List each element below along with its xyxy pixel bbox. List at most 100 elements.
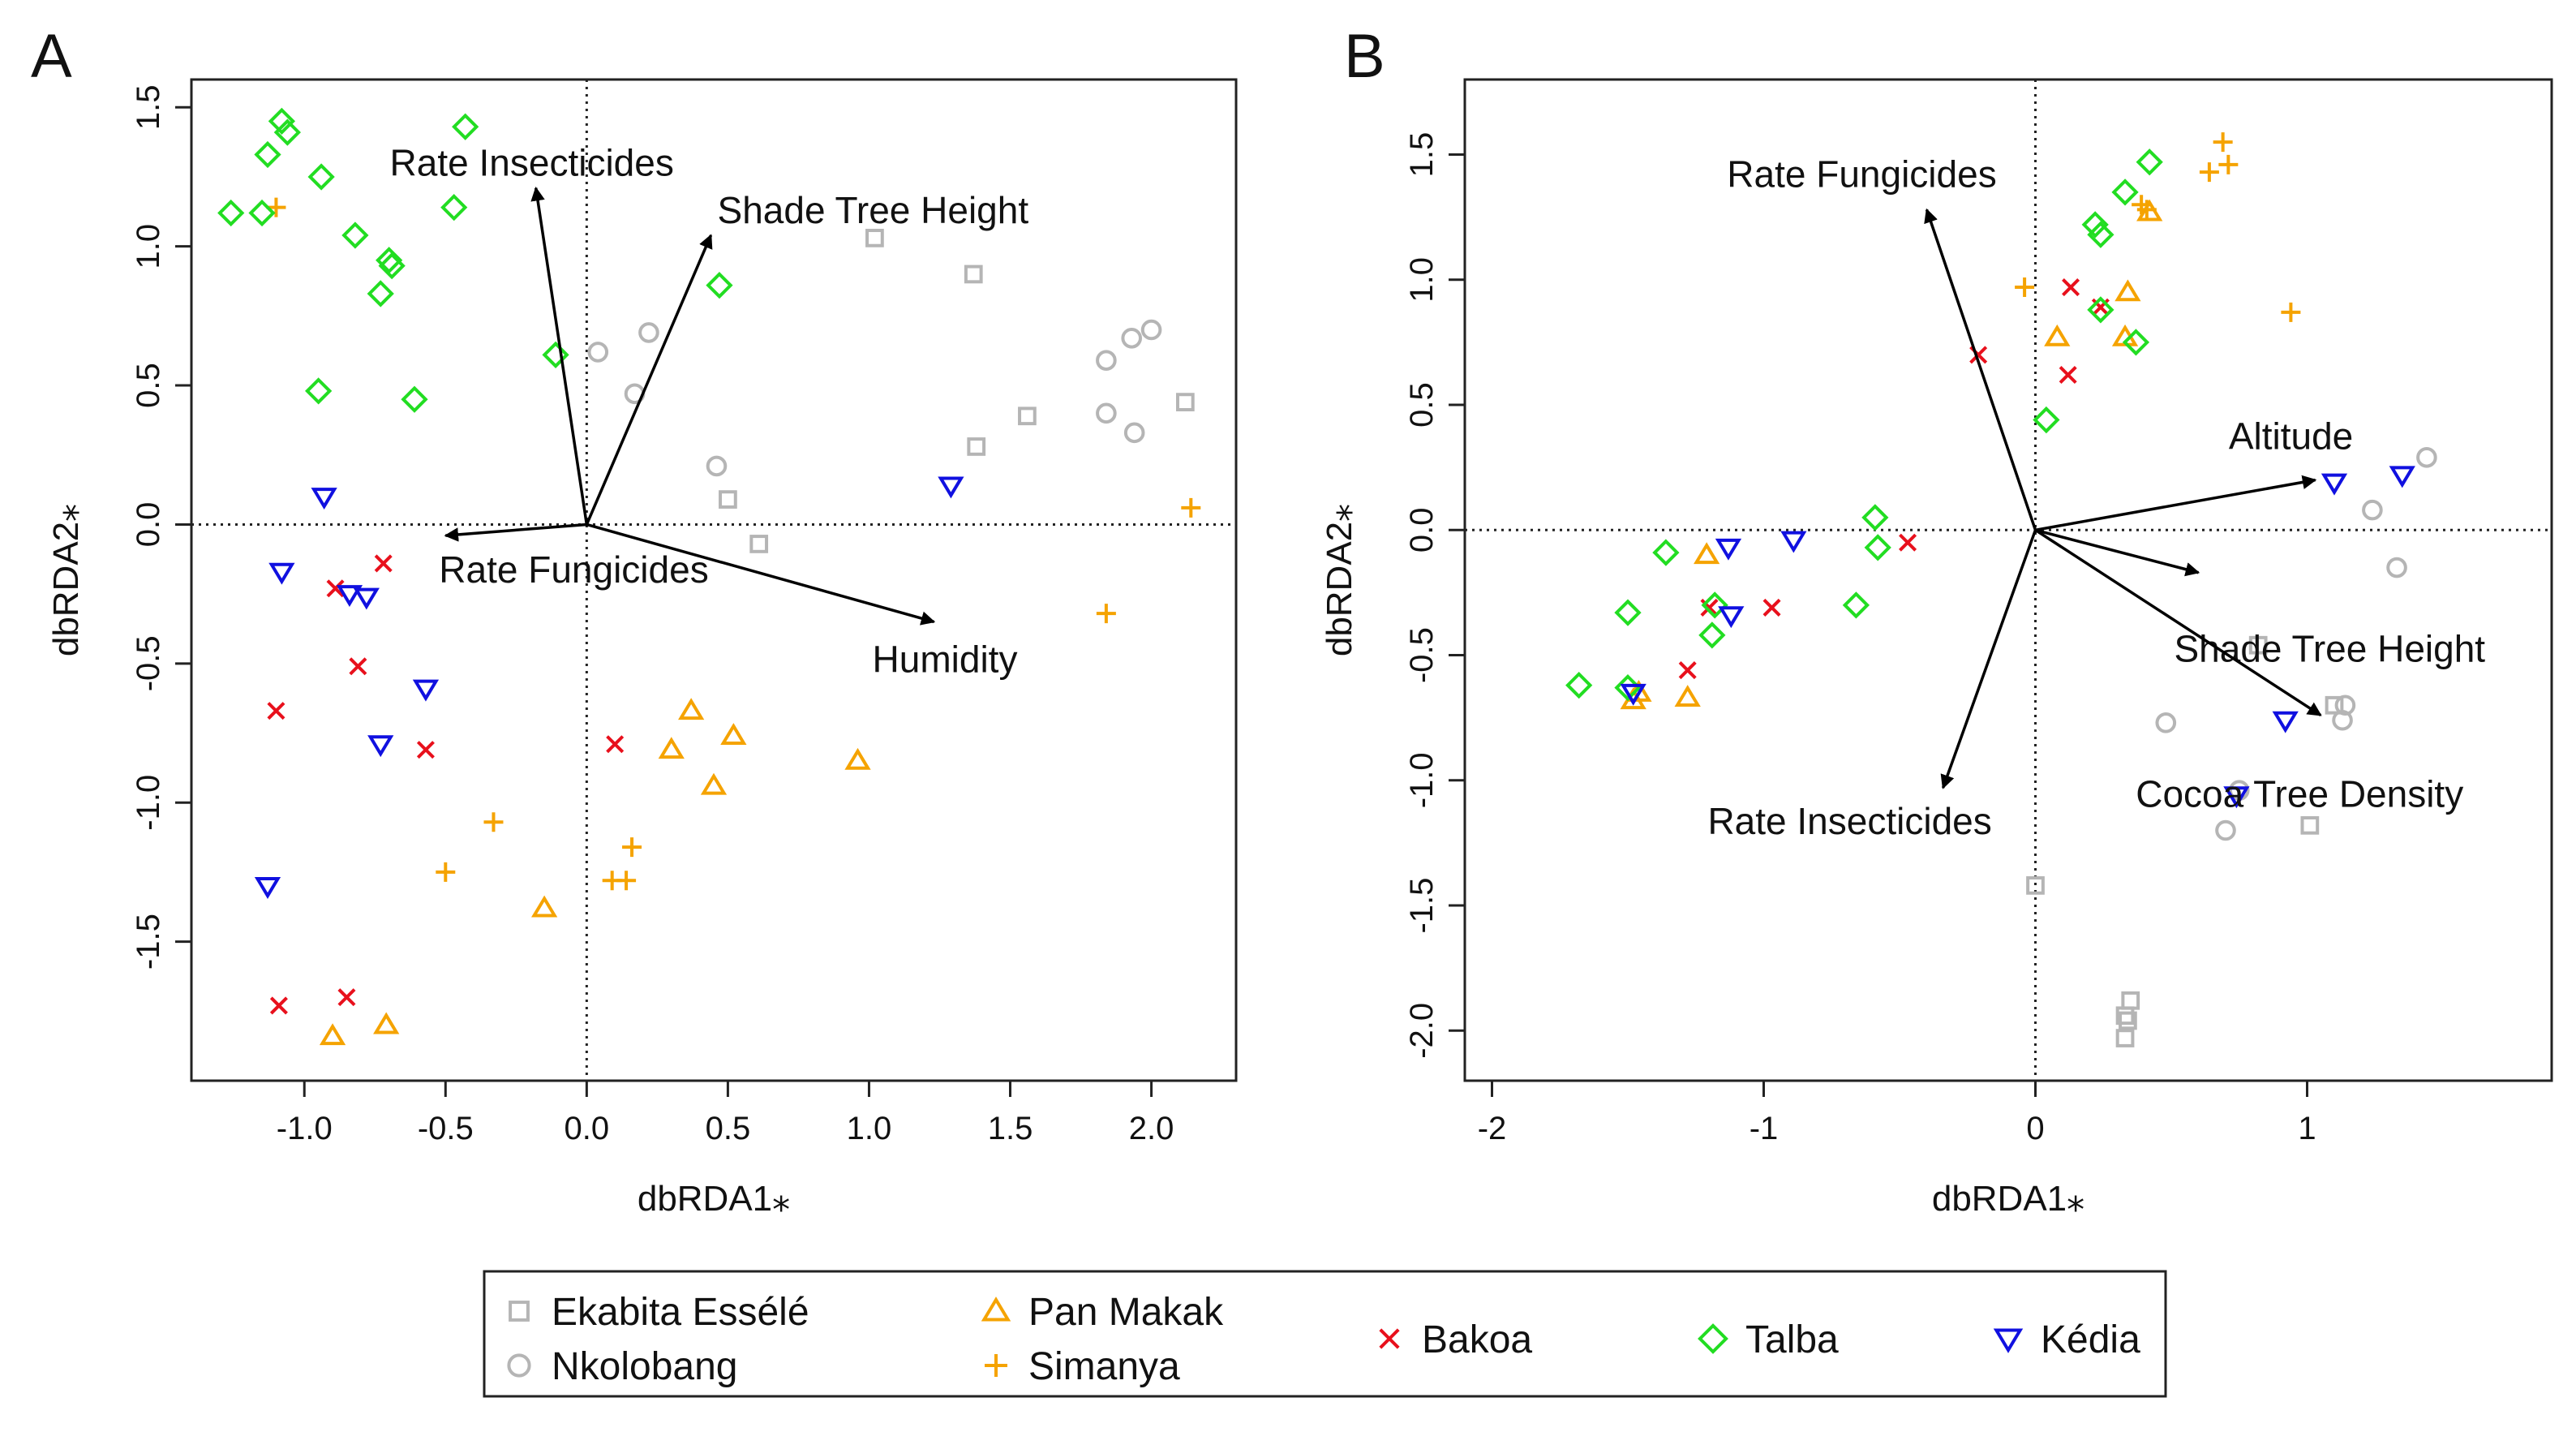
legend-label: Ekabita Essélé (552, 1291, 809, 1334)
data-point (2199, 162, 2219, 183)
series-talba (217, 107, 733, 413)
y-tick-label: -1.0 (1404, 752, 1440, 808)
x-tick-label: -0.5 (418, 1111, 474, 1146)
data-point (964, 264, 983, 284)
data-point (531, 895, 558, 918)
legend-symbol (507, 1353, 531, 1378)
data-point (367, 280, 394, 307)
data-point (2132, 195, 2152, 215)
data-point (2114, 279, 2141, 302)
y-tick-label: -2.0 (1404, 1003, 1440, 1059)
legend-label: Simanya (1028, 1345, 1180, 1388)
legend-symbol (981, 1297, 1011, 1322)
x-tick-label: 1.5 (988, 1111, 1033, 1146)
vector-label-humidity: Humidity (873, 638, 1018, 680)
x-tick-label: -2 (1478, 1111, 1507, 1146)
data-point (2062, 278, 2080, 297)
data-point (1123, 422, 1145, 444)
data-point (1181, 497, 1201, 518)
x-tick-label: 2.0 (1129, 1111, 1174, 1146)
data-point (273, 118, 301, 146)
y-tick-label: 1.0 (131, 224, 166, 269)
legend-label: Nkolobang (552, 1345, 738, 1388)
data-point (1718, 606, 1745, 629)
data-point (2044, 324, 2071, 346)
data-point (1620, 683, 1646, 706)
vector-label-rate-insecticides: Rate Insecticides (390, 142, 674, 184)
data-point (2122, 329, 2150, 356)
data-point (2115, 1029, 2135, 1047)
legend-symbol (1379, 1328, 1400, 1349)
chart-panel-a: A -1.0 -0.5 0.0 0.5 1.0 1.5 2.0 -1.5 -1.0 -0.5 0.0 0… (31, 22, 1238, 1219)
data-point (1140, 319, 1162, 341)
series-bakoa (267, 554, 625, 1015)
data-point (254, 877, 281, 899)
x-tick-label: 1 (2298, 1111, 2316, 1146)
vector-arrow-rate-fungicides (444, 522, 587, 542)
data-point (2389, 466, 2415, 488)
data-point (2015, 277, 2035, 298)
y-tick-label: -1.5 (1404, 878, 1440, 934)
data-point (269, 996, 288, 1015)
series-nkolobang (2155, 447, 2437, 841)
data-point (1565, 671, 1593, 699)
data-point (436, 862, 456, 882)
data-point (1096, 604, 1116, 624)
data-point (401, 385, 428, 413)
data-point (2215, 819, 2236, 841)
series-kedia (254, 476, 964, 899)
data-point (305, 377, 333, 405)
vector-arrow-rate-insecticides (530, 186, 589, 525)
x-tick-label: 1.0 (847, 1111, 892, 1146)
data-point (2081, 211, 2109, 239)
data-point (452, 113, 479, 140)
data-point (311, 488, 337, 510)
data-point (720, 723, 747, 745)
legend-item-ekabita-essele: Ekabita Essélé (509, 1291, 809, 1334)
data-point (2332, 709, 2353, 731)
data-point (412, 679, 440, 702)
plot-frame (1463, 78, 2553, 1082)
data-point (638, 322, 659, 343)
y-tick-label: 0.5 (131, 363, 166, 408)
chart-panel-b: B -2 -1 0 1 -2.0 -1.5 -1.0 -0.5 0.0 0.5 1.0 1.5 dbRDA… (1320, 22, 2553, 1219)
legend-item-talba: Talba (1698, 1318, 1839, 1361)
vector-arrow-altitude (2035, 475, 2317, 532)
data-point (616, 871, 637, 891)
data-point (1701, 591, 1728, 619)
data-point (606, 735, 625, 754)
data-point (2300, 815, 2320, 835)
data-point (376, 247, 403, 274)
data-point (2223, 786, 2250, 809)
data-point (1678, 661, 1697, 680)
x-tick-label: 0.0 (565, 1111, 610, 1146)
data-point (248, 199, 276, 227)
data-point (2087, 296, 2114, 324)
data-point (542, 341, 569, 368)
legend-item-pan-makak: Pan Makak (981, 1291, 1224, 1334)
data-point (1864, 534, 1891, 561)
data-point (678, 698, 705, 720)
data-point (337, 988, 356, 1007)
vector-label-rate-fungicides: Rate Fungicides (1727, 153, 1996, 195)
data-point (2111, 178, 2139, 206)
data-point (2334, 694, 2356, 716)
data-point (2321, 473, 2348, 496)
data-point (2386, 557, 2407, 578)
data-point (367, 735, 394, 758)
data-point (254, 140, 281, 169)
data-point (706, 272, 733, 299)
vector-arrow-shade-tree-height (585, 234, 713, 526)
legend-item-bakoa: Bakoa (1379, 1318, 1532, 1361)
legend-label: Pan Makak (1028, 1291, 1224, 1334)
data-point (700, 772, 728, 795)
x-tick-label: -1 (1750, 1111, 1779, 1146)
panel-letter: A (31, 22, 72, 91)
data-point (307, 163, 335, 191)
data-point (217, 199, 245, 227)
legend-label: Kédia (2041, 1318, 2140, 1361)
x-tick-label: 0.5 (706, 1111, 751, 1146)
data-point (483, 812, 504, 832)
data-point (1121, 327, 1142, 349)
data-point (1698, 621, 1726, 649)
